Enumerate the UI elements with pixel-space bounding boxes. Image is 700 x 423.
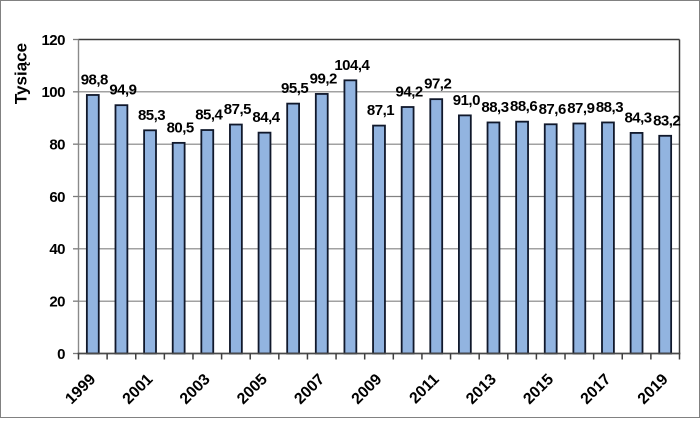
svg-text:100: 100 <box>41 84 65 101</box>
svg-text:40: 40 <box>49 241 65 258</box>
svg-text:84,3: 84,3 <box>624 109 651 126</box>
svg-text:85,3: 85,3 <box>138 107 165 124</box>
svg-text:99,2: 99,2 <box>310 70 337 87</box>
svg-text:87,1: 87,1 <box>367 102 394 119</box>
svg-text:88,3: 88,3 <box>481 99 508 116</box>
svg-text:84,4: 84,4 <box>252 109 280 126</box>
svg-text:95,5: 95,5 <box>281 80 308 97</box>
svg-text:0: 0 <box>57 346 65 363</box>
svg-text:104,4: 104,4 <box>334 57 370 74</box>
svg-text:94,2: 94,2 <box>396 84 423 101</box>
svg-text:91,0: 91,0 <box>453 92 480 109</box>
svg-text:87,9: 87,9 <box>567 100 594 117</box>
svg-text:88,3: 88,3 <box>596 99 623 116</box>
svg-text:80: 80 <box>49 137 65 154</box>
svg-text:20: 20 <box>49 294 65 311</box>
svg-text:87,6: 87,6 <box>539 101 566 118</box>
svg-text:83,2: 83,2 <box>653 112 680 129</box>
svg-text:120: 120 <box>41 32 65 49</box>
svg-text:60: 60 <box>49 189 65 206</box>
svg-text:85,4: 85,4 <box>195 107 223 124</box>
svg-text:80,5: 80,5 <box>167 119 194 136</box>
svg-text:87,5: 87,5 <box>224 101 251 118</box>
svg-text:Tysiące: Tysiące <box>12 43 31 104</box>
svg-text:94,9: 94,9 <box>109 82 136 99</box>
svg-text:88,6: 88,6 <box>510 98 537 115</box>
svg-text:97,2: 97,2 <box>424 76 451 93</box>
svg-text:98,8: 98,8 <box>81 71 108 88</box>
